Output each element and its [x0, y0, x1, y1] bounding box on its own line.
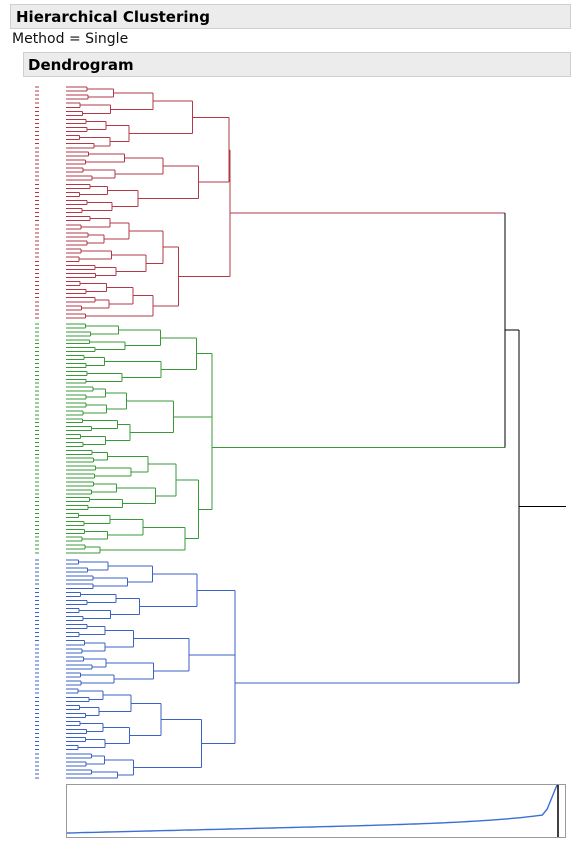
distance-plot [66, 784, 566, 838]
report-header[interactable]: Hierarchical Clustering [10, 4, 571, 29]
dendrogram-title: Dendrogram [28, 56, 134, 74]
report-title: Hierarchical Clustering [16, 8, 210, 26]
dendrogram-header[interactable]: Dendrogram [23, 52, 571, 77]
distance-curve [66, 784, 558, 834]
row-label-strip[interactable] [34, 86, 40, 779]
distance-plot-svg [66, 784, 559, 837]
method-label: Method = Single [12, 31, 129, 47]
